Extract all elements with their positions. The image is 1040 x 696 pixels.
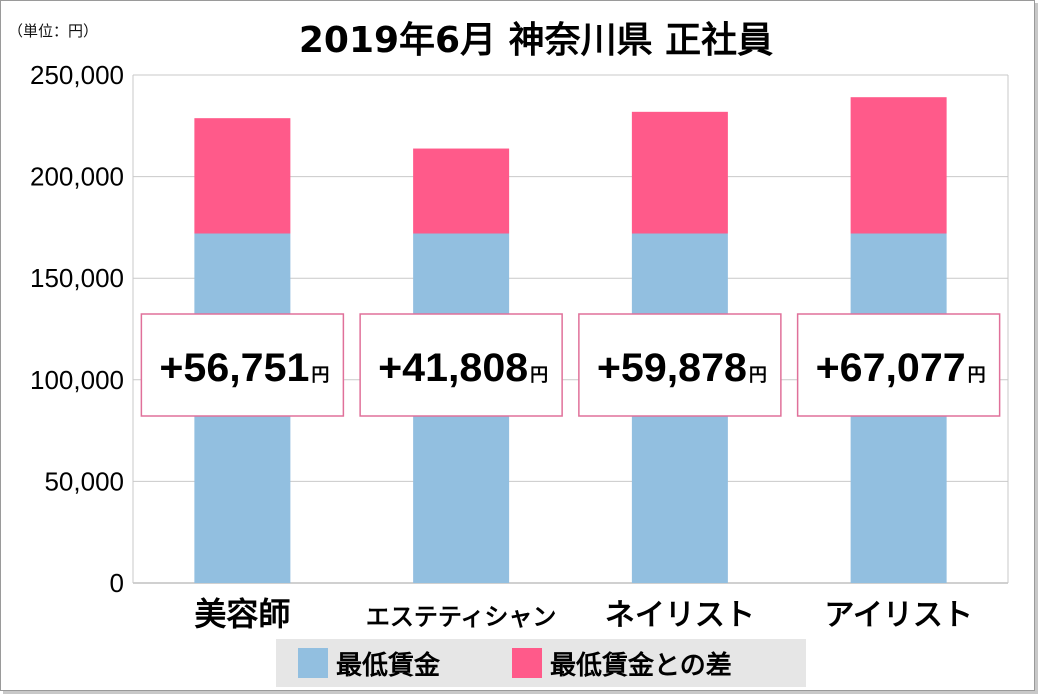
annotation-label: +41,808 円 [378, 346, 548, 390]
annotation-value: +41,808 [378, 346, 528, 390]
y-tick-label: 200,000 [30, 162, 124, 192]
annotation-unit: 円 [749, 365, 767, 386]
y-tick-label: 100,000 [30, 365, 124, 395]
legend-swatch-base [298, 648, 328, 678]
y-tick-label: 250,000 [30, 60, 124, 90]
unit-label: （単位：円） [8, 22, 98, 40]
annotation-box [140, 313, 345, 417]
bar-diff [850, 97, 947, 234]
annotation-label: +59,878 円 [597, 346, 767, 390]
annotation-box [359, 313, 563, 417]
chart-title: 2019年6月 神奈川県 正社員 [299, 20, 773, 61]
x-axis-labels: 美容師 エステティシャン ネイリスト アイリスト [194, 595, 973, 633]
annotation-unit: 円 [311, 365, 329, 386]
bar-diff [631, 111, 728, 234]
annotation-label: +56,751 円 [159, 346, 329, 390]
annotations: +56,751 円 +41,808 円 +59,878 円 +67,077 円 [140, 313, 1001, 417]
y-tick-label: 150,000 [30, 263, 124, 293]
legend: 最低賃金 最低賃金との差 [276, 639, 806, 687]
y-tick-label: 0 [110, 568, 124, 598]
legend-label-base: 最低賃金 [336, 650, 441, 681]
annotation-value: +56,751 [159, 346, 309, 390]
annotation-box [578, 313, 782, 417]
x-tick-label: アイリスト [824, 598, 973, 633]
annotation-unit: 円 [530, 365, 548, 386]
bar-diff [194, 118, 291, 234]
y-axis-ticks: 0 50,000 100,000 150,000 200,000 250,000 [30, 60, 124, 598]
annotation-box [796, 313, 1001, 417]
y-tick-label: 50,000 [44, 466, 124, 496]
x-tick-label: エステティシャン [366, 603, 557, 631]
annotation-value: +59,878 [597, 346, 747, 390]
legend-swatch-diff [512, 648, 542, 678]
bar-diff [413, 148, 510, 234]
x-tick-label: 美容師 [194, 595, 290, 633]
x-tick-label: ネイリスト [605, 598, 755, 633]
annotation-unit: 円 [968, 365, 986, 386]
annotation-value: +67,077 [816, 346, 966, 390]
legend-label-diff: 最低賃金との差 [550, 650, 732, 681]
annotation-label: +67,077 円 [816, 346, 986, 390]
